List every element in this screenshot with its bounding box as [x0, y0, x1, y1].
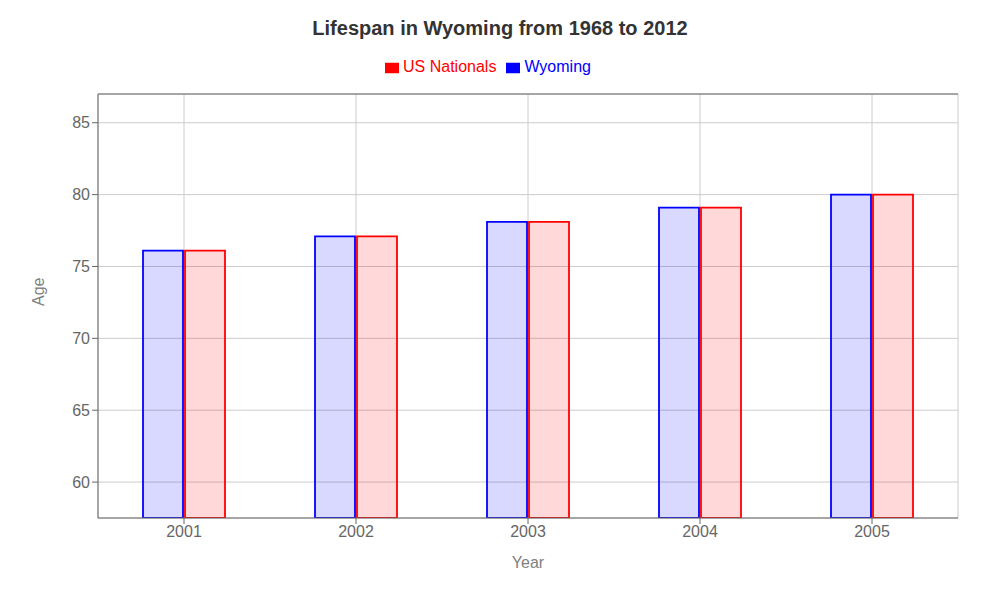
svg-text:75: 75 — [72, 258, 90, 275]
svg-text:2001: 2001 — [166, 523, 202, 540]
svg-text:Age: Age — [30, 277, 47, 306]
svg-text:60: 60 — [72, 474, 90, 491]
svg-text:2005: 2005 — [854, 523, 890, 540]
svg-text:Year: Year — [512, 554, 545, 571]
html-text:Wyoming: Wyoming — [524, 58, 591, 75]
svg-text:2002: 2002 — [338, 523, 374, 540]
html-text:US Nationals: US Nationals — [403, 58, 497, 75]
svg-text:2004: 2004 — [682, 523, 718, 540]
svg-text:70: 70 — [72, 330, 90, 347]
svg-text:65: 65 — [72, 402, 90, 419]
html-text:Lifespan in Wyoming from 1968: Lifespan in Wyoming from 1968 to 2012 — [312, 17, 688, 39]
svg-text:85: 85 — [72, 114, 90, 131]
svg-text:80: 80 — [72, 186, 90, 203]
svg-text:2003: 2003 — [510, 523, 546, 540]
